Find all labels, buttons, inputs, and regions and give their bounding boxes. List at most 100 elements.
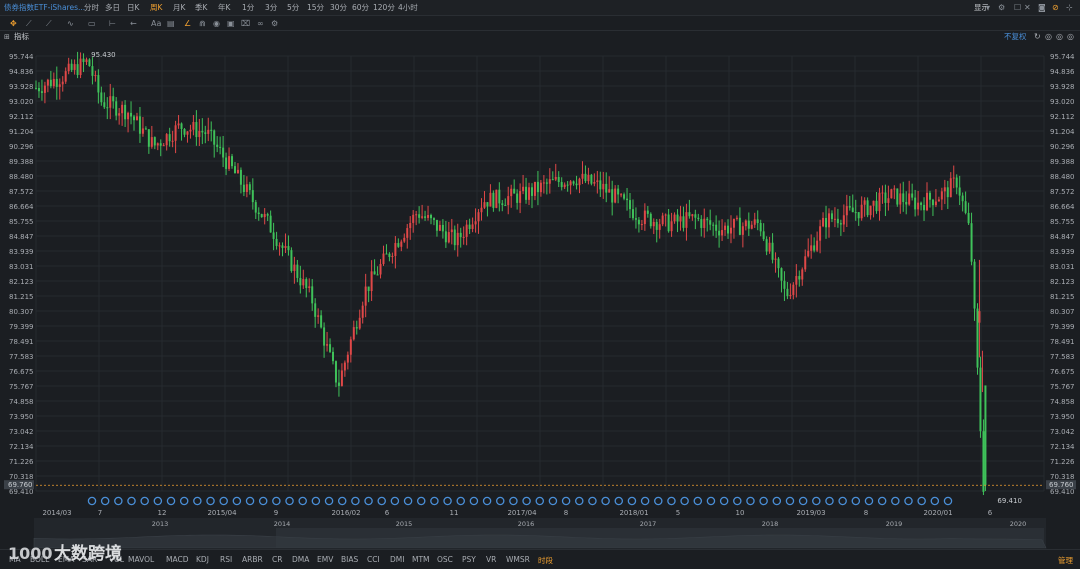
candle-body [617,188,620,195]
price-chart[interactable]: ⊞ 指标 不复权 ↻ ◎ ◎ ◎ 95.744 95.744 94.836 94.836 93.928… [0,31,1080,549]
zoom-out-icon[interactable]: ◎ [1045,32,1052,41]
period-tab[interactable]: 日K [127,3,140,12]
camera-icon[interactable]: ◙ [1038,3,1046,12]
indicator-tab[interactable]: ARBR [242,555,263,564]
period-tab[interactable]: 多日 [105,3,120,12]
indicator-tab[interactable]: SAR [82,555,98,564]
candle-body [498,189,501,204]
x-tick-label: 8 [864,509,868,517]
candle-body [533,181,536,196]
y-tick-label-right: 78.491 [1050,338,1075,346]
x-tick-label: 9 [274,509,278,517]
display-menu[interactable]: 显示 [974,3,989,12]
candle-body [694,214,697,218]
period-tab[interactable]: 季K [195,3,208,12]
candle-body [522,186,525,192]
y-tick-label-right: 94.836 [1050,68,1075,76]
indicator-tab[interactable]: OSC [437,555,453,564]
candle-body [94,75,97,77]
candle-body [807,250,810,257]
indicator-tab[interactable]: BOLL [30,555,50,564]
indicator-tab[interactable]: VR [486,555,497,564]
indicator-tab[interactable]: DMA [292,555,310,564]
period-tab[interactable]: 年K [218,3,231,12]
eye-icon[interactable]: ◉ [213,19,220,28]
gear-icon[interactable]: ⚙ [271,19,279,28]
minimize-icon[interactable] [1000,2,1003,13]
indicator-tab[interactable]: PSY [462,555,476,564]
instrument-title[interactable]: 债券指数ETF-iShares... [4,3,86,12]
refresh-icon[interactable]: ↻ [1034,32,1041,41]
indicator-tab[interactable]: VOL [109,555,125,564]
pin-icon[interactable]: ⊹ [1066,3,1073,12]
event-marker-icon [272,496,281,506]
indicator-tab[interactable]: KDJ [196,555,209,564]
period-tab[interactable]: 3分 [265,3,278,12]
candle-body [679,216,682,222]
candle-body [634,218,637,220]
period-tab[interactable]: 15分 [307,3,325,12]
link-icon[interactable]: ⊘ [1052,3,1059,12]
period-tab[interactable]: 60分 [352,3,370,12]
candle-body [177,123,180,126]
indicator-tab[interactable]: CCI [367,555,380,564]
reset-icon[interactable]: ◎ [1067,32,1074,41]
period-tab[interactable]: 5分 [287,3,300,12]
lock-icon[interactable]: ▣ [227,19,235,28]
candle-body [343,362,346,371]
period-tab[interactable]: 4小时 [398,3,418,12]
event-marker-icon [693,496,703,506]
indicator-tab[interactable]: MTM [412,555,430,564]
candle-body [863,200,866,205]
indicator-tab[interactable]: BIAS [341,555,359,564]
candle-body [358,317,361,329]
indicator-tab[interactable]: 时段 [538,556,553,565]
candle-body [827,213,830,228]
indicator-tab[interactable]: RSI [220,555,233,564]
text-icon[interactable]: Aa [151,19,162,28]
candle-body [783,280,786,289]
back-icon[interactable]: ← [130,19,137,28]
close-icon[interactable]: ✕ [1024,3,1031,12]
brush-icon[interactable]: ∠ [184,19,192,28]
indicator-tab[interactable]: WMSR [506,555,530,564]
indicator-tab[interactable]: MA [9,555,21,564]
shape-icon[interactable]: ▭ [88,19,96,28]
trend-icon[interactable]: ∿ [67,19,74,28]
comment-icon[interactable]: ▤ [167,19,175,28]
magnet-icon[interactable]: ⋒ [199,19,206,28]
period-tab[interactable]: 1分 [242,3,255,12]
indicator-tab[interactable]: CR [272,555,283,564]
indicator-tab[interactable]: EMA [58,555,75,564]
pen-icon[interactable]: ⟋ [46,19,52,28]
y-tick-label-left: 81.215 [9,293,34,301]
candle-body [195,122,198,138]
candle-body [836,218,839,224]
line-draw-icon[interactable]: ⟋ [26,19,32,28]
y-tick-label-left: 87.572 [9,188,34,196]
period-tab[interactable]: 月K [173,3,186,12]
period-tab[interactable]: 周K [150,3,163,12]
trash-icon[interactable]: ⌧ [241,19,251,28]
period-tab[interactable]: 30分 [330,3,348,12]
candle-body [447,232,450,243]
candle-body [825,217,828,228]
candle-body [228,156,231,169]
indicator-tab[interactable]: MAVOL [128,555,155,564]
adjust-toggle[interactable]: 不复权 [1004,31,1027,41]
candle-body [275,238,278,246]
indicator-tab[interactable]: EMV [317,555,334,564]
chevron-down-icon[interactable]: ▾ [986,3,991,12]
measure-icon[interactable]: ⊢ [109,19,116,28]
zoom-in-icon[interactable]: ◎ [1056,32,1063,41]
window-icon[interactable]: ☐ [1014,3,1022,12]
indicator-tab[interactable]: MACD [166,555,189,564]
crosshair-icon[interactable]: ✥ [10,19,17,28]
period-tab[interactable]: 分时 [84,3,99,12]
link-chain-icon[interactable]: ∞ [257,19,264,28]
candle-body [183,128,186,135]
settings-icon[interactable]: ⚙ [998,3,1006,12]
indicator-tab[interactable]: DMI [390,555,405,564]
manage-button[interactable]: 管理 [1058,556,1073,565]
period-tab[interactable]: 120分 [373,3,395,12]
